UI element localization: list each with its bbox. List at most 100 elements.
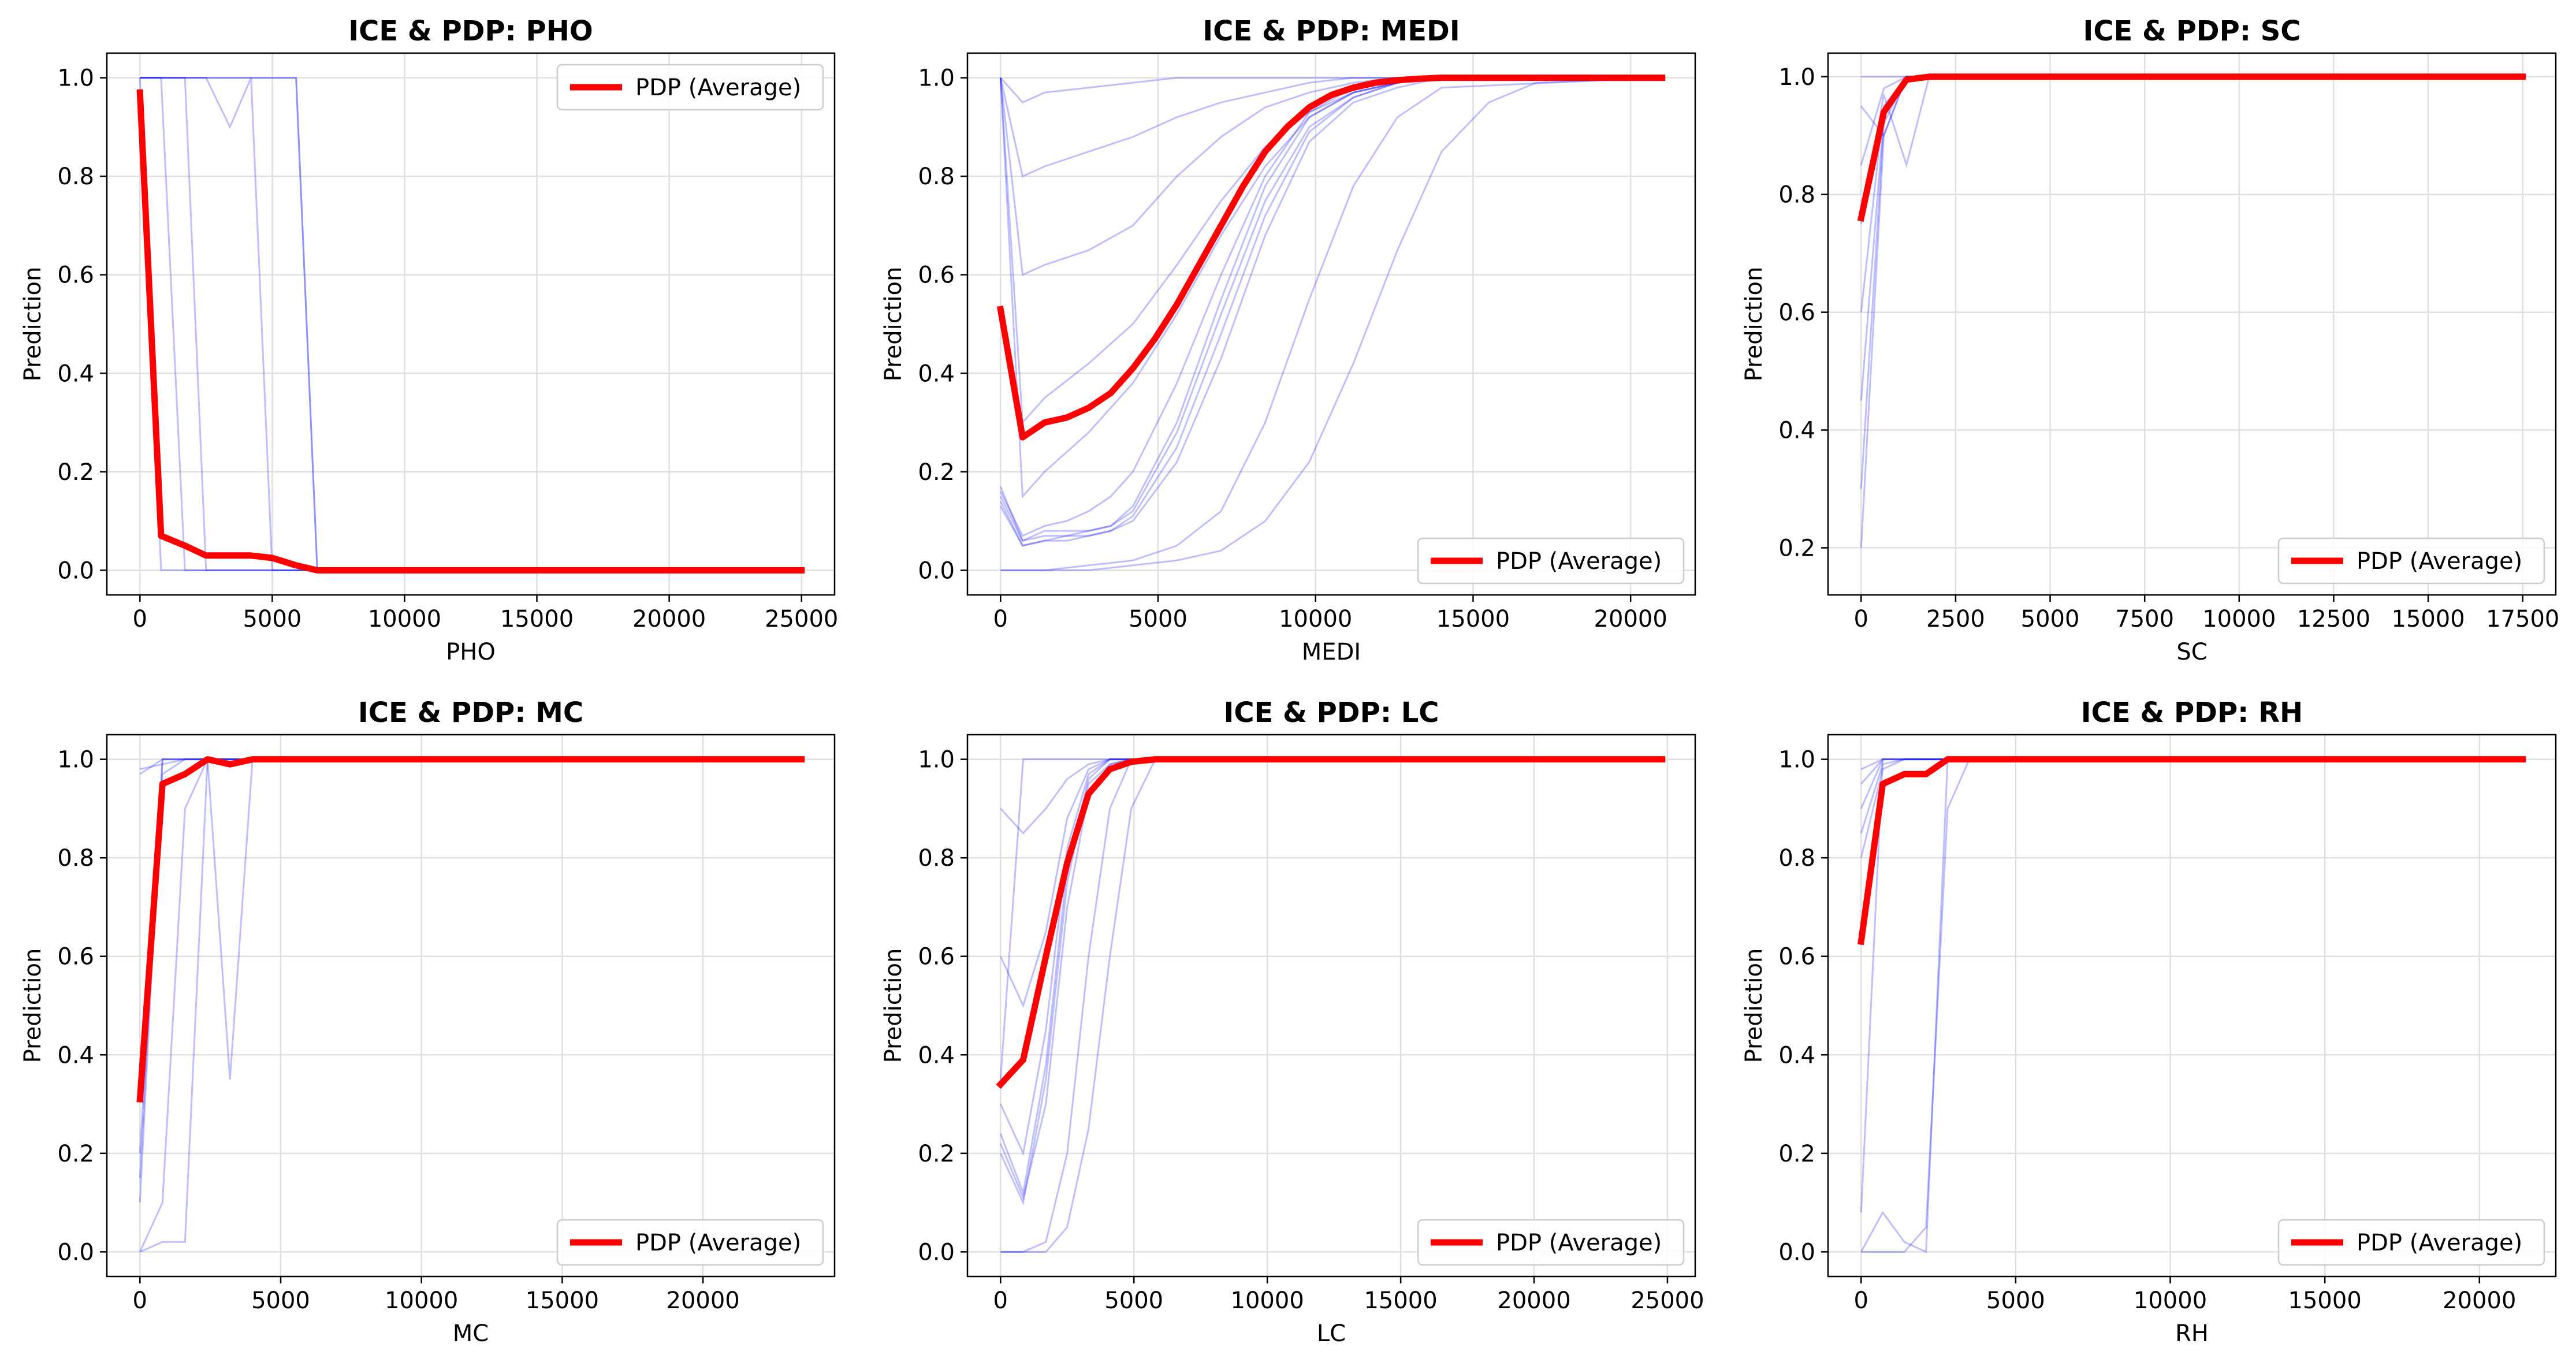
x-tick-label: 20000 — [632, 606, 706, 632]
ice-line — [1000, 77, 1662, 571]
subplot-4: 0 5000 10000 15000 20000 0.0 0.2 0.4 0.6 0.8 1.0 IC… — [20, 697, 836, 1347]
ice-line — [1860, 76, 2523, 224]
ice-line — [1000, 758, 1662, 835]
y-tick-label: 0.0 — [57, 557, 94, 584]
grid-lines — [1828, 53, 2556, 595]
ice-line — [999, 77, 1662, 425]
axes-frame — [106, 52, 836, 596]
y-tick-label: 0.0 — [918, 1239, 955, 1265]
y-axis-label: Prediction — [20, 267, 46, 382]
ice-line — [1861, 758, 2523, 1253]
legend-label-pdp: PDP (Average) — [1496, 1230, 1662, 1256]
x-tick-label: 15000 — [1364, 1287, 1437, 1314]
y-axis-label: Prediction — [1741, 267, 1767, 382]
legend-box — [556, 1219, 824, 1266]
x-axis-label: PHO — [446, 639, 496, 665]
x-tick-label: 5000 — [1986, 1287, 2045, 1314]
ice-line — [140, 77, 802, 571]
y-tick-label: 1.0 — [1778, 747, 1815, 773]
ice-line — [999, 758, 1662, 1201]
y-tick-label: 0.4 — [1778, 1042, 1815, 1069]
subplot-5: 0 5000 10000 15000 20000 25000 0.0 0.2 0.4 0.6 0.8… — [880, 697, 1704, 1347]
plot-area — [136, 77, 805, 574]
y-tick-label: 0.2 — [918, 459, 955, 486]
y-tick-label: 0.6 — [57, 944, 94, 970]
grid-lines — [107, 53, 835, 595]
x-tick-label: 12500 — [2297, 606, 2370, 632]
y-tick-label: 0.0 — [57, 1239, 94, 1265]
y-tick-label: 0.0 — [918, 557, 955, 584]
y-axis-label: Prediction — [880, 267, 907, 382]
x-tick-label: 10000 — [1279, 606, 1352, 632]
legend-box — [2277, 1219, 2545, 1266]
x-axis-label: MC — [453, 1320, 489, 1347]
legend-box — [2277, 537, 2545, 585]
ice-line — [1860, 758, 2523, 1213]
legend-label-pdp: PDP (Average) — [635, 75, 801, 101]
ice-line — [1000, 77, 1662, 571]
x-tick-label: 20000 — [1497, 1287, 1570, 1314]
ice-line — [140, 77, 802, 571]
x-tick-label: 0 — [133, 1287, 147, 1314]
y-tick-label: 0.2 — [57, 459, 94, 486]
legend: PDP (Average) — [556, 1219, 824, 1266]
y-tick-label: 0.2 — [918, 1141, 955, 1167]
y-tick-label: 0.4 — [57, 360, 94, 387]
x-tick-label: 17500 — [2486, 606, 2559, 632]
legend-box — [556, 64, 824, 111]
y-tick-label: 0.4 — [1778, 418, 1815, 444]
y-tick-label: 0.6 — [1778, 300, 1815, 326]
legend-box — [1417, 537, 1685, 585]
y-tick-label: 0.4 — [57, 1042, 94, 1069]
plot-area — [1857, 73, 2526, 548]
ice-line — [140, 77, 802, 571]
legend-label-pdp: PDP (Average) — [1496, 548, 1662, 575]
ice-line — [1860, 76, 2523, 401]
x-tick-label: 0 — [993, 606, 1008, 632]
axes-frame — [1827, 52, 2557, 596]
grid-lines — [967, 53, 1695, 595]
y-tick-label: 0.6 — [918, 944, 955, 970]
x-tick-label: 15000 — [500, 606, 574, 632]
y-axis-label: Prediction — [20, 948, 46, 1063]
y-tick-label: 0.8 — [918, 845, 955, 872]
x-tick-label: 25000 — [765, 606, 838, 632]
legend-label-pdp: PDP (Average) — [635, 1230, 801, 1256]
ice-line — [1860, 758, 2523, 858]
legend: PDP (Average) — [1417, 1219, 1685, 1266]
subplot-title: ICE & PDP: SC — [2083, 15, 2300, 47]
x-tick-label: 0 — [133, 606, 147, 632]
plot-area — [1857, 756, 2526, 1253]
x-tick-label: 0 — [993, 1287, 1008, 1314]
legend-label-pdp: PDP (Average) — [2357, 548, 2522, 575]
pdp-line — [136, 756, 805, 1103]
x-tick-label: 15000 — [2288, 1287, 2362, 1314]
ice-line — [139, 77, 802, 571]
legend-box — [1417, 1219, 1685, 1266]
x-tick-label: 15000 — [2391, 606, 2465, 632]
ice-line — [999, 77, 1662, 499]
y-tick-label: 0.8 — [918, 163, 955, 190]
x-axis-label: LC — [1317, 1320, 1346, 1347]
ice-line — [1860, 758, 2523, 1253]
subplot-title: ICE & PDP: RH — [2081, 697, 2303, 729]
x-tick-label: 10000 — [1231, 1287, 1304, 1314]
y-tick-label: 0.2 — [1778, 535, 1815, 561]
legend: PDP (Average) — [2277, 1219, 2545, 1266]
ice-line — [999, 758, 1662, 1196]
y-tick-label: 1.0 — [1778, 64, 1815, 91]
x-tick-label: 0 — [1854, 1287, 1868, 1314]
y-tick-label: 0.4 — [918, 360, 955, 387]
pdp-line — [136, 89, 805, 574]
y-tick-label: 0.8 — [1778, 182, 1815, 209]
subplot-title: ICE & PDP: LC — [1223, 697, 1439, 729]
pdp-line — [1857, 73, 2526, 222]
axes-frame — [966, 734, 1696, 1278]
y-tick-label: 0.4 — [918, 1042, 955, 1069]
y-tick-label: 1.0 — [57, 65, 94, 92]
y-tick-label: 0.8 — [1778, 845, 1815, 872]
ice-line — [1860, 758, 2523, 809]
x-tick-label: 20000 — [667, 1287, 740, 1314]
legend: PDP (Average) — [1417, 537, 1685, 585]
